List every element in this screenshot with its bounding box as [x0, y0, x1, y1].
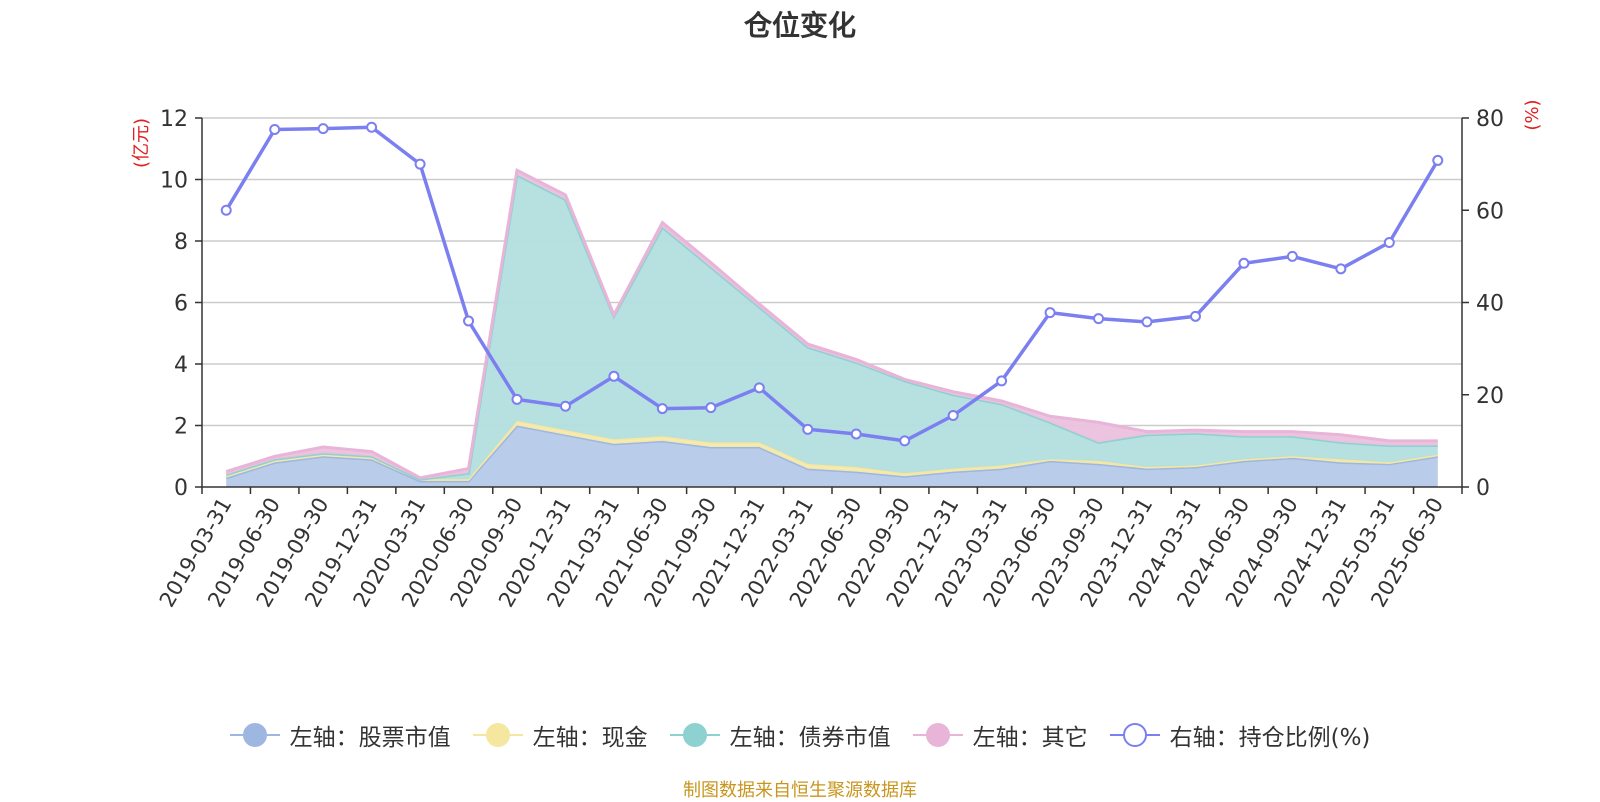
ratio-point — [414, 158, 426, 170]
right-axis-tick-label: 0 — [1476, 476, 1490, 501]
area-series-4-edge — [225, 168, 1438, 480]
legend-item[interactable]: 左轴：现金 — [472, 718, 648, 752]
area-series-3 — [226, 174, 1438, 480]
stacked-areas — [225, 168, 1439, 487]
ratio-point — [850, 428, 862, 440]
legend-label: 左轴：债券市值 — [729, 725, 891, 751]
ratio-line-path — [224, 125, 1440, 443]
area-series-1 — [226, 425, 1438, 487]
ratio-point — [366, 121, 378, 133]
chart-title: 仓位变化 — [743, 9, 856, 42]
ratio-line-series — [220, 121, 1444, 447]
ratio-point — [1141, 316, 1153, 328]
legend-label: 左轴：其它 — [972, 725, 1088, 751]
left-axis-tick-label: 10 — [160, 169, 188, 194]
ratio-point — [1093, 313, 1105, 325]
ratio-point — [1383, 237, 1395, 249]
right-axis-tick-label: 80 — [1476, 107, 1504, 132]
ratio-point — [1238, 257, 1250, 269]
left-axis-tick-label: 6 — [174, 292, 188, 317]
ratio-point — [220, 204, 232, 216]
legend-swatch-icon — [669, 722, 720, 748]
left-axis-tick-label: 8 — [174, 230, 188, 255]
ratio-point — [899, 435, 911, 447]
legend-label: 右轴：持仓比例(%) — [1169, 725, 1371, 751]
right-axis-tick-label: 60 — [1476, 199, 1504, 224]
left-axis-tick-label: 12 — [160, 107, 188, 132]
ratio-point — [802, 423, 814, 435]
legend-swatch-icon — [1109, 722, 1160, 748]
ratio-point — [317, 123, 329, 135]
left-axis-tick-label: 2 — [174, 415, 188, 440]
legend-label: 左轴：现金 — [532, 725, 648, 751]
ratio-point — [947, 410, 959, 422]
legend-item[interactable]: 右轴：持仓比例(%) — [1109, 718, 1371, 752]
legend-item[interactable]: 左轴：股票市值 — [229, 718, 451, 752]
ratio-point — [996, 375, 1008, 387]
ratio-point — [1335, 263, 1347, 275]
ratio-point — [511, 393, 523, 405]
source-note: 制图数据来自恒生聚源数据库 — [683, 780, 917, 801]
left-axis-unit: (亿元) — [131, 118, 152, 168]
ratio-point — [1286, 250, 1298, 262]
ratio-point — [269, 124, 281, 136]
left-axis-tick-label: 4 — [174, 353, 188, 378]
ratio-point — [1189, 310, 1201, 322]
right-axis-tick-label: 40 — [1476, 292, 1504, 317]
ratio-point — [608, 370, 620, 382]
ratio-point — [753, 382, 765, 394]
right-axis-unit: (%) — [1522, 99, 1543, 130]
legend-item[interactable]: 左轴：其它 — [912, 718, 1088, 752]
ratio-point — [463, 315, 475, 327]
legend-label: 左轴：股票市值 — [289, 725, 451, 751]
legend-swatch-icon — [912, 722, 963, 748]
ratio-point — [559, 400, 571, 412]
left-axis-tick-label: 0 — [174, 476, 188, 501]
ratio-point — [705, 402, 717, 414]
legend-swatch-icon — [472, 722, 523, 748]
right-axis-tick-label: 20 — [1476, 384, 1504, 409]
legend-item[interactable]: 左轴：债券市值 — [669, 718, 891, 752]
legend-swatch-icon — [229, 722, 280, 748]
ratio-point — [656, 403, 668, 415]
ratio-point — [1044, 307, 1056, 319]
legend: 左轴：股票市值 左轴：现金 左轴：债券市值 左轴：其它 右轴：持仓比例(%) — [0, 718, 1600, 752]
ratio-point — [1432, 154, 1444, 166]
